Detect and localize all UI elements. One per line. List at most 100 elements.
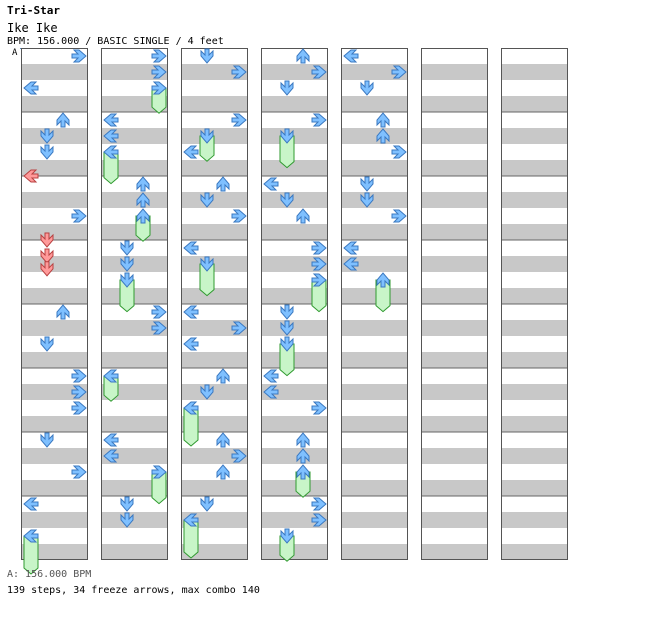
beat-band (341, 480, 408, 496)
beat-band (341, 160, 408, 176)
arrow-right-icon (151, 321, 167, 335)
arrow-right-icon (231, 449, 247, 463)
arrow-down-icon (40, 248, 54, 264)
arrow-down-icon (120, 512, 134, 528)
beat-band (21, 288, 88, 304)
step-note-right (311, 241, 327, 255)
step-note-right (71, 465, 87, 479)
step-note-down (280, 80, 294, 96)
beat-band (101, 256, 168, 272)
beat-band (21, 96, 88, 112)
arrow-up-icon (56, 304, 70, 320)
beat-band (421, 128, 488, 144)
beat-band (501, 256, 568, 272)
beat-band (421, 192, 488, 208)
arrow-left-icon (263, 369, 279, 383)
step-note-left (183, 513, 199, 559)
arrow-down-icon (40, 144, 54, 160)
beat-band (181, 192, 248, 208)
arrow-up-icon (296, 448, 310, 464)
step-note-left (263, 177, 279, 191)
arrow-up-icon (216, 368, 230, 384)
beat-band (421, 256, 488, 272)
step-note-up (376, 112, 390, 128)
step-note-up (56, 112, 70, 128)
step-note-up (216, 464, 230, 480)
step-note-left (183, 241, 199, 255)
beat-band (21, 384, 88, 400)
arrow-left-icon (263, 177, 279, 191)
beat-band (21, 128, 88, 144)
beat-band (181, 448, 248, 464)
arrow-left-icon (263, 385, 279, 399)
step-note-right (311, 65, 327, 79)
arrow-down-icon (120, 256, 134, 272)
step-note-down (119, 272, 135, 313)
arrow-up-icon (136, 208, 150, 224)
arrow-left-icon (103, 433, 119, 447)
arrow-up-icon (376, 128, 390, 144)
beat-band (181, 384, 248, 400)
step-note-right (231, 209, 247, 223)
step-note-down (279, 128, 295, 169)
arrow-right-icon (311, 401, 327, 415)
arrow-right-icon (311, 241, 327, 255)
arrow-down-icon (200, 496, 214, 512)
arrow-up-icon (296, 48, 310, 64)
arrow-right-icon (391, 65, 407, 79)
step-note-down (280, 304, 294, 320)
step-note-left (103, 129, 119, 143)
beat-band (501, 288, 568, 304)
beat-band (341, 64, 408, 80)
beat-band (21, 256, 88, 272)
arrow-left-icon (103, 113, 119, 127)
step-note-left (23, 497, 39, 511)
beat-band (261, 256, 328, 272)
step-note-left (103, 113, 119, 127)
beat-band (421, 96, 488, 112)
arrow-left-icon (23, 81, 39, 95)
beat-band (21, 320, 88, 336)
step-note-left (263, 369, 279, 383)
step-note-left (103, 433, 119, 447)
beat-band (341, 384, 408, 400)
beat-band (181, 96, 248, 112)
step-note-down (120, 256, 134, 272)
step-note-right (231, 65, 247, 79)
arrow-right-icon (151, 465, 167, 479)
chart-info: BPM: 156.000 / BASIC SINGLE / 4 feet (7, 36, 224, 47)
step-note-right (311, 497, 327, 511)
beat-band (101, 128, 168, 144)
arrow-up-icon (296, 432, 310, 448)
step-note-up (216, 368, 230, 384)
beat-band (421, 288, 488, 304)
step-note-up (56, 304, 70, 320)
arrow-down-icon (280, 320, 294, 336)
beat-band (181, 352, 248, 368)
step-note-right (231, 321, 247, 335)
step-note-up (216, 432, 230, 448)
bpm-marker-label: A (12, 48, 18, 58)
arrow-left-icon (103, 449, 119, 463)
step-note-down (360, 176, 374, 192)
arrow-left-icon (183, 513, 199, 527)
arrow-down-icon (200, 192, 214, 208)
beat-band (181, 224, 248, 240)
chart-column-1 (21, 48, 88, 560)
step-note-left (343, 241, 359, 255)
step-note-right (391, 209, 407, 223)
column-frame (501, 48, 568, 560)
step-note-up (295, 464, 311, 498)
artist-name: Tri-Star (7, 4, 60, 17)
step-note-up (216, 176, 230, 192)
chart-column-2 (101, 48, 168, 560)
arrow-left-icon (103, 129, 119, 143)
beat-band (261, 64, 328, 80)
arrow-down-icon (120, 496, 134, 512)
beat-band (341, 320, 408, 336)
column-frame (21, 48, 88, 560)
arrow-left-icon (183, 241, 199, 255)
arrow-down-icon (200, 256, 214, 272)
beat-band (101, 224, 168, 240)
